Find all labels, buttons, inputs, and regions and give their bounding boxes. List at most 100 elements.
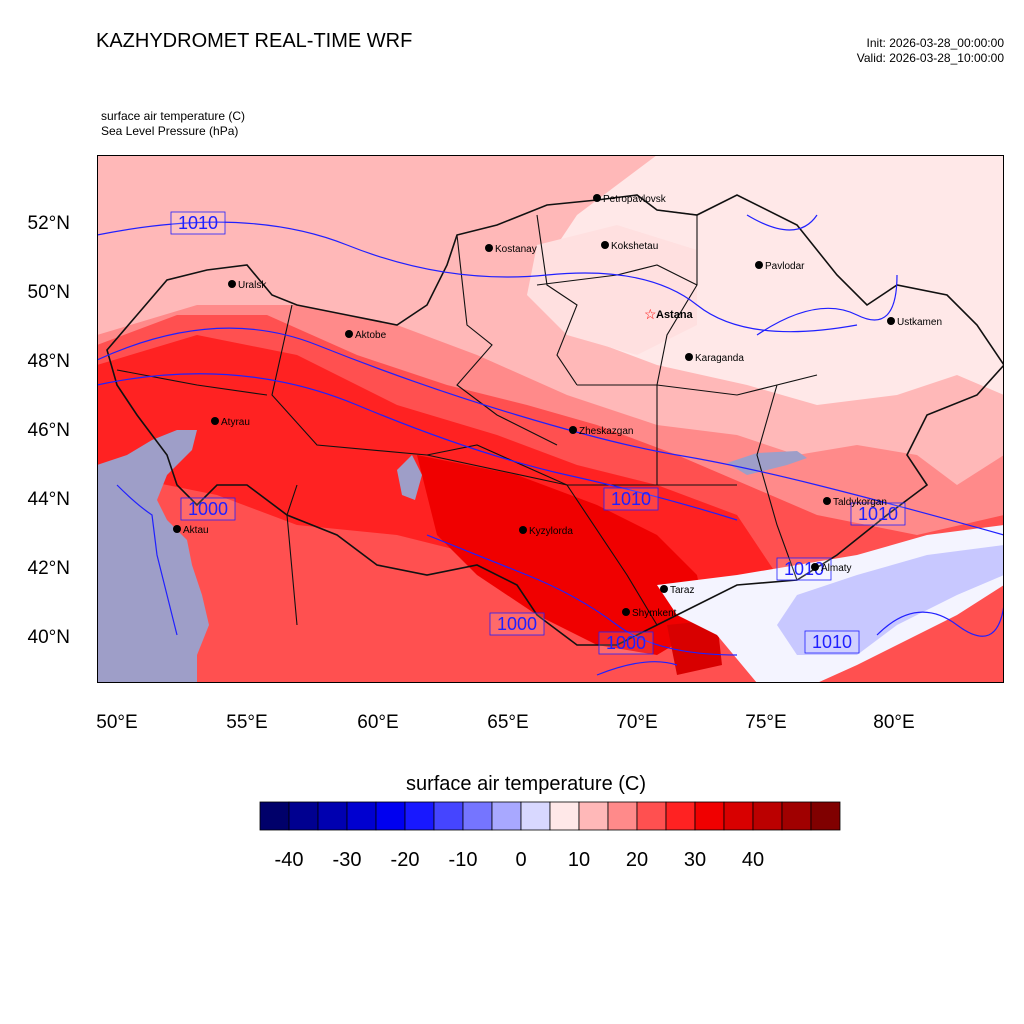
temp-zone-hottest <box>417 455 707 655</box>
colorbar-box <box>375 801 406 831</box>
isobar-label: 1010 <box>804 630 860 654</box>
temp-zone-hot-south <box>667 620 722 675</box>
colorbar-box <box>781 801 812 831</box>
field-descriptions: surface air temperature (C) Sea Level Pr… <box>101 109 245 139</box>
province-borders <box>116 209 818 626</box>
city-label: Kyzylorda <box>529 526 573 537</box>
city-dot-icon <box>660 585 668 593</box>
lat-label-48: 48°N <box>27 351 70 372</box>
city-dot-icon <box>622 608 630 616</box>
city-label: Pavlodar <box>765 261 805 272</box>
city-label: Almaty <box>821 563 852 574</box>
lon-label-65: 65°E <box>487 712 529 733</box>
city-dot-icon <box>755 261 763 269</box>
isobar-label: 1010 <box>850 502 906 526</box>
city-label: Kostanay <box>495 244 537 255</box>
colorbar-box <box>259 801 290 831</box>
city-label: Astana <box>656 309 694 321</box>
lon-label-50: 50°E <box>96 712 138 733</box>
colorbar-box <box>288 801 319 831</box>
colorbar-tick-label: 30 <box>683 849 707 871</box>
colorbar-title: surface air temperature (C) <box>405 773 647 795</box>
lon-label-70: 70°E <box>616 712 658 733</box>
city-taldykorgan: Taldykorgan <box>823 497 887 508</box>
lon-label-60: 60°E <box>357 712 399 733</box>
svg-text:1000: 1000 <box>188 499 228 519</box>
city-label: Kokshetau <box>611 241 658 252</box>
city-pavlodar: Pavlodar <box>755 261 805 272</box>
city-label: Atyrau <box>221 417 250 428</box>
lat-label-42: 42°N <box>27 558 70 579</box>
city-aktobe: Aktobe <box>345 330 387 341</box>
colorbar-box <box>723 801 754 831</box>
city-label: Ustkamen <box>897 317 942 328</box>
svg-text:1010: 1010 <box>858 504 898 524</box>
city-dot-icon <box>593 194 601 202</box>
colorbar <box>259 801 841 831</box>
isobar-label: 1000 <box>598 631 654 655</box>
svg-text:1000: 1000 <box>497 614 537 634</box>
init-time: Init: 2026-03-28_00:00:00 <box>866 36 1004 50</box>
colorbar-box <box>346 801 377 831</box>
colorbar-box <box>752 801 783 831</box>
colorbar-box <box>607 801 638 831</box>
lon-label-75: 75°E <box>745 712 787 733</box>
capital-star-icon: ☆ <box>644 306 657 322</box>
city-almaty: Almaty <box>811 563 852 574</box>
city-aktau: Aktau <box>173 525 209 536</box>
colorbar-tick-label: -30 <box>332 849 362 871</box>
city-taraz: Taraz <box>660 585 694 596</box>
lat-label-52: 52°N <box>27 213 70 234</box>
city-dot-icon <box>228 280 236 288</box>
city-astana: ☆ Astana <box>644 306 694 322</box>
field-temperature-label: surface air temperature (C) <box>101 109 246 123</box>
lat-label-50: 50°N <box>27 282 70 303</box>
city-kyzylorda: Kyzylorda <box>519 526 573 537</box>
svg-text:1010: 1010 <box>812 632 852 652</box>
colorbar-box <box>810 801 841 831</box>
colorbar-box <box>404 801 435 831</box>
city-label: Karaganda <box>695 353 744 364</box>
colorbar-box <box>549 801 580 831</box>
city-dot-icon <box>601 241 609 249</box>
mountain-very-cold-zone <box>777 545 1004 655</box>
city-uralsk: Uralsk <box>228 280 267 291</box>
colorbar-box <box>433 801 464 831</box>
colorbar-tick-label: 40 <box>741 849 765 871</box>
city-dot-icon <box>485 244 493 252</box>
city-shymkent: Shymkent <box>622 608 677 619</box>
city-petropavlovsk: Petropavlovsk <box>593 194 667 205</box>
svg-text:1010: 1010 <box>178 213 218 233</box>
city-label: Aktobe <box>355 330 387 341</box>
run-info: Init: 2026-03-28_00:00:00 Valid: 2026-03… <box>857 36 1004 66</box>
city-label: Taldykorgan <box>833 497 887 508</box>
city-label: Shymkent <box>632 608 677 619</box>
city-kokshetau: Kokshetau <box>601 241 658 252</box>
colorbar-box <box>462 801 493 831</box>
svg-text:1000: 1000 <box>606 633 646 653</box>
svg-text:1010: 1010 <box>611 489 651 509</box>
city-label: Aktau <box>183 525 209 536</box>
city-dot-icon <box>811 563 819 571</box>
colorbar-box <box>317 801 348 831</box>
isobar-label: 1010 <box>603 487 659 511</box>
city-dot-icon <box>173 525 181 533</box>
colorbar-box <box>491 801 522 831</box>
aral-sea <box>397 455 422 500</box>
city-label: Uralsk <box>238 280 267 291</box>
colorbar-box <box>636 801 667 831</box>
colorbar-box <box>694 801 725 831</box>
city-dot-icon <box>569 426 577 434</box>
city-dot-icon <box>345 330 353 338</box>
colorbar-tick-label: 0 <box>515 849 527 871</box>
city-label: Petropavlovsk <box>603 194 667 205</box>
national-border <box>106 194 1004 646</box>
lat-label-44: 44°N <box>27 489 70 510</box>
isobar-label: 1000 <box>489 612 545 636</box>
lat-label-46: 46°N <box>27 420 70 441</box>
city-ustkamen: Ustkamen <box>887 317 942 328</box>
lat-label-40: 40°N <box>27 627 70 648</box>
city-karaganda: Karaganda <box>685 353 744 364</box>
city-label: Taraz <box>670 585 694 596</box>
